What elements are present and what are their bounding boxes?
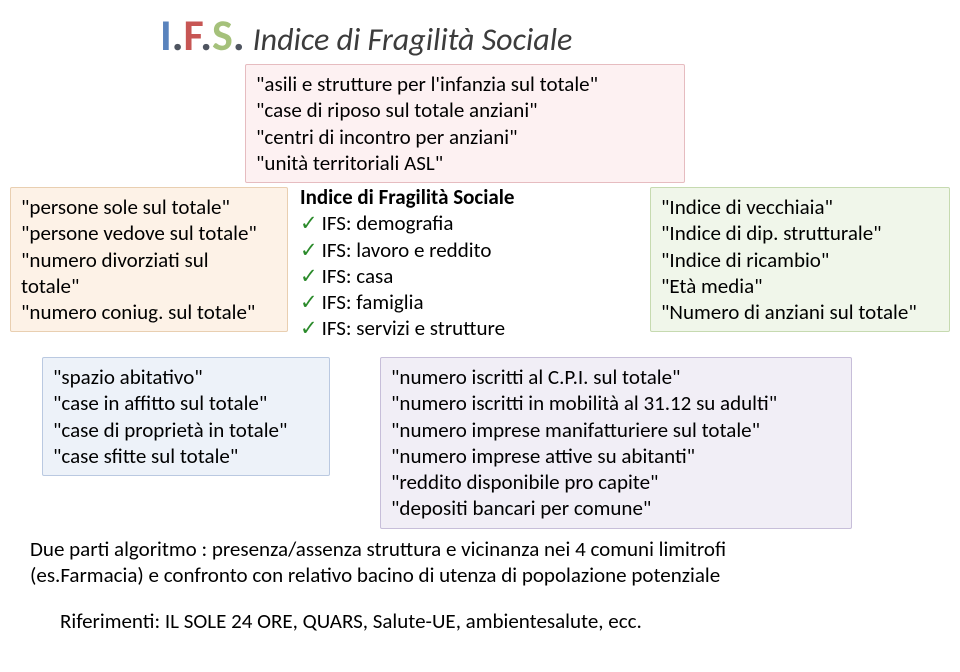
box-family: "persone sole sul totale" "persone vedov…	[10, 187, 288, 332]
check-icon: ✓	[300, 315, 318, 341]
check-icon: ✓	[300, 210, 318, 236]
box-services: "asili e strutture per l'infanzia sul to…	[245, 64, 685, 183]
abbr-f: F	[184, 8, 201, 62]
title-row: I.F.S. Indice di Fragilità Sociale	[160, 8, 572, 62]
check-icon: ✓	[300, 289, 318, 315]
box-economy: "numero iscritti al C.P.I. sul totale" "…	[380, 357, 852, 529]
box-demography: "Indice di vecchiaia" "Indice di dip. st…	[650, 187, 950, 332]
ifs-abbr: I.F.S.	[160, 8, 245, 62]
check-icon: ✓	[300, 237, 318, 263]
check-icon: ✓	[300, 263, 318, 289]
box-housing: "spazio abitativo" "case in affitto sul …	[42, 357, 330, 476]
center-header: Indice di Fragilità Sociale	[300, 184, 560, 210]
footer-algorithm: Due parti algoritmo : presenza/assenza s…	[30, 536, 930, 589]
footer-references: Riferimenti: IL SOLE 24 ORE, QUARS, Salu…	[60, 608, 930, 634]
abbr-i: I	[160, 8, 172, 62]
title-full: Indice di Fragilità Sociale	[253, 20, 573, 59]
abbr-s: S	[212, 8, 233, 62]
box-center: Indice di Fragilità Sociale ✓IFS: demogr…	[300, 184, 560, 342]
